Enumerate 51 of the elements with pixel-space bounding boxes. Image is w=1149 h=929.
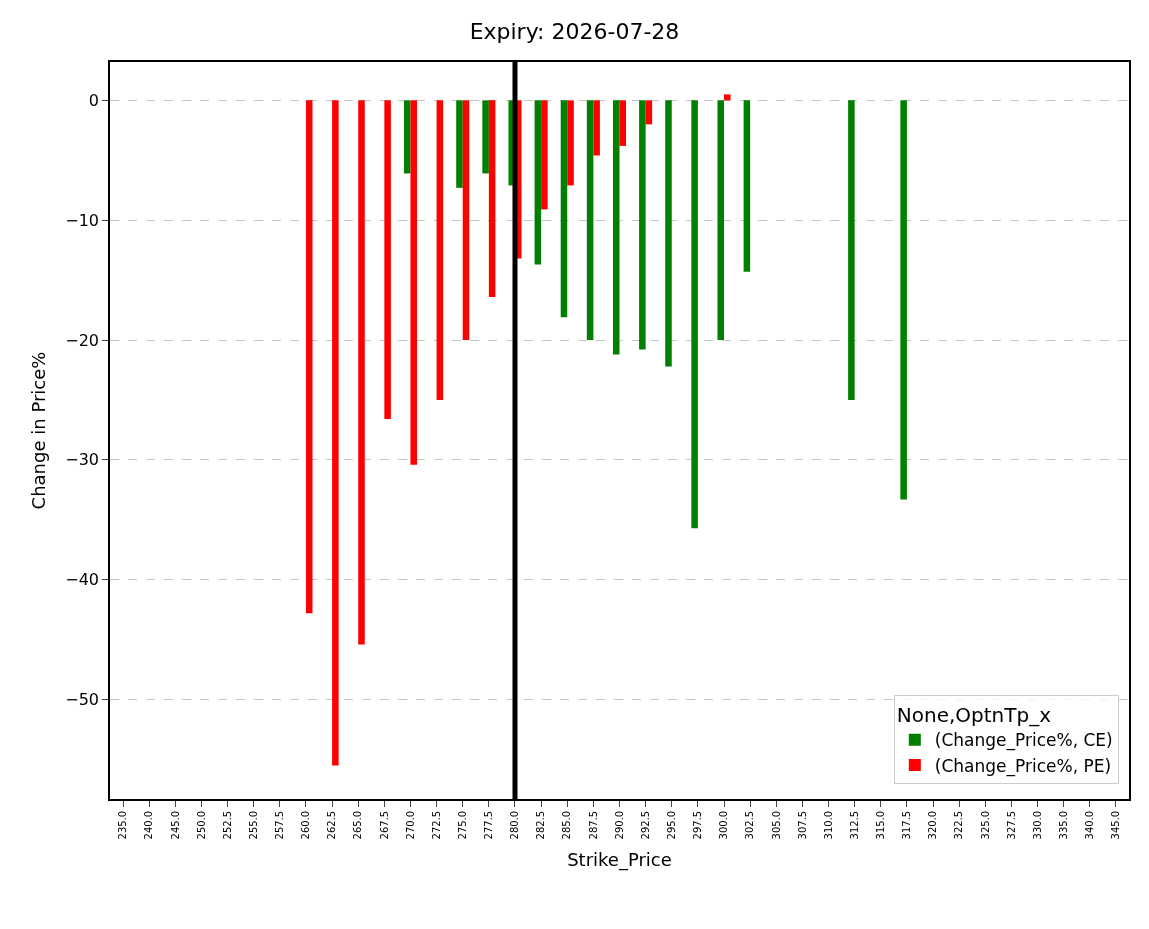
x-tick-label: 245.0 [169,810,181,840]
x-tick-label: 267.5 [378,810,390,840]
legend-label: (Change_Price%, CE) [934,730,1113,752]
x-tick-label: 290.0 [613,810,625,840]
x-tick-label: 325.0 [979,810,991,840]
x-tick-label: 305.0 [770,810,782,840]
x-tick-label: 335.0 [1057,810,1069,840]
x-tick-label: 282.5 [535,810,547,840]
chart-title: Expiry: 2026-07-28 [469,18,680,44]
y-tick-label: 0 [88,90,100,110]
x-tick-label: 235.0 [117,810,129,840]
x-tick-label: 262.5 [326,810,338,840]
x-tick-label: 327.5 [1005,810,1017,840]
x-tick-label: 272.5 [430,810,442,840]
x-tick-label: 310.0 [822,810,834,840]
x-tick-label: 260.0 [300,810,312,840]
x-tick-label: 330.0 [1031,810,1043,840]
x-tick-label: 300.0 [718,810,730,840]
x-tick-label: 340.0 [1084,810,1096,840]
legend-title: None,OptnTp_x [896,703,1052,728]
x-tick-label: 307.5 [796,810,808,840]
x-tick-label: 277.5 [483,810,495,840]
x-tick-label: 250.0 [195,810,207,840]
x-tick-label: 285.0 [561,810,573,840]
x-tick-label: 315.0 [875,810,887,840]
x-tick-label: 240.0 [143,810,155,840]
x-tick-label: 345.0 [1110,810,1122,840]
y-tick-label: −50 [65,690,100,710]
y-tick-label: −30 [65,450,100,470]
x-tick-label: 322.5 [953,810,965,840]
x-tick-label: 317.5 [901,810,913,840]
x-tick-label: 275.0 [456,810,468,840]
x-tick-label: 257.5 [274,810,286,840]
x-tick-label: 297.5 [692,810,704,840]
x-tick-label: 320.0 [927,810,939,840]
x-tick-label: 255.0 [247,810,259,840]
x-tick-label: 287.5 [587,810,599,840]
x-tick-label: 265.0 [352,810,364,840]
y-tick-label: −40 [65,570,100,590]
y-axis-title: Change in Price% [27,351,49,510]
x-tick-label: 295.0 [666,810,678,840]
x-tick-label: 312.5 [848,810,860,840]
x-tick-label: 280.0 [509,810,521,840]
x-tick-label: 302.5 [744,810,756,840]
x-tick-label: 252.5 [221,810,233,840]
x-axis-title: Strike_Price [567,848,672,871]
x-tick-label: 292.5 [639,810,651,840]
x-tick-label: 270.0 [404,810,416,840]
legend-label: (Change_Price%, PE) [934,755,1112,777]
y-tick-label: −10 [65,210,100,230]
y-tick-label: −20 [65,330,100,350]
